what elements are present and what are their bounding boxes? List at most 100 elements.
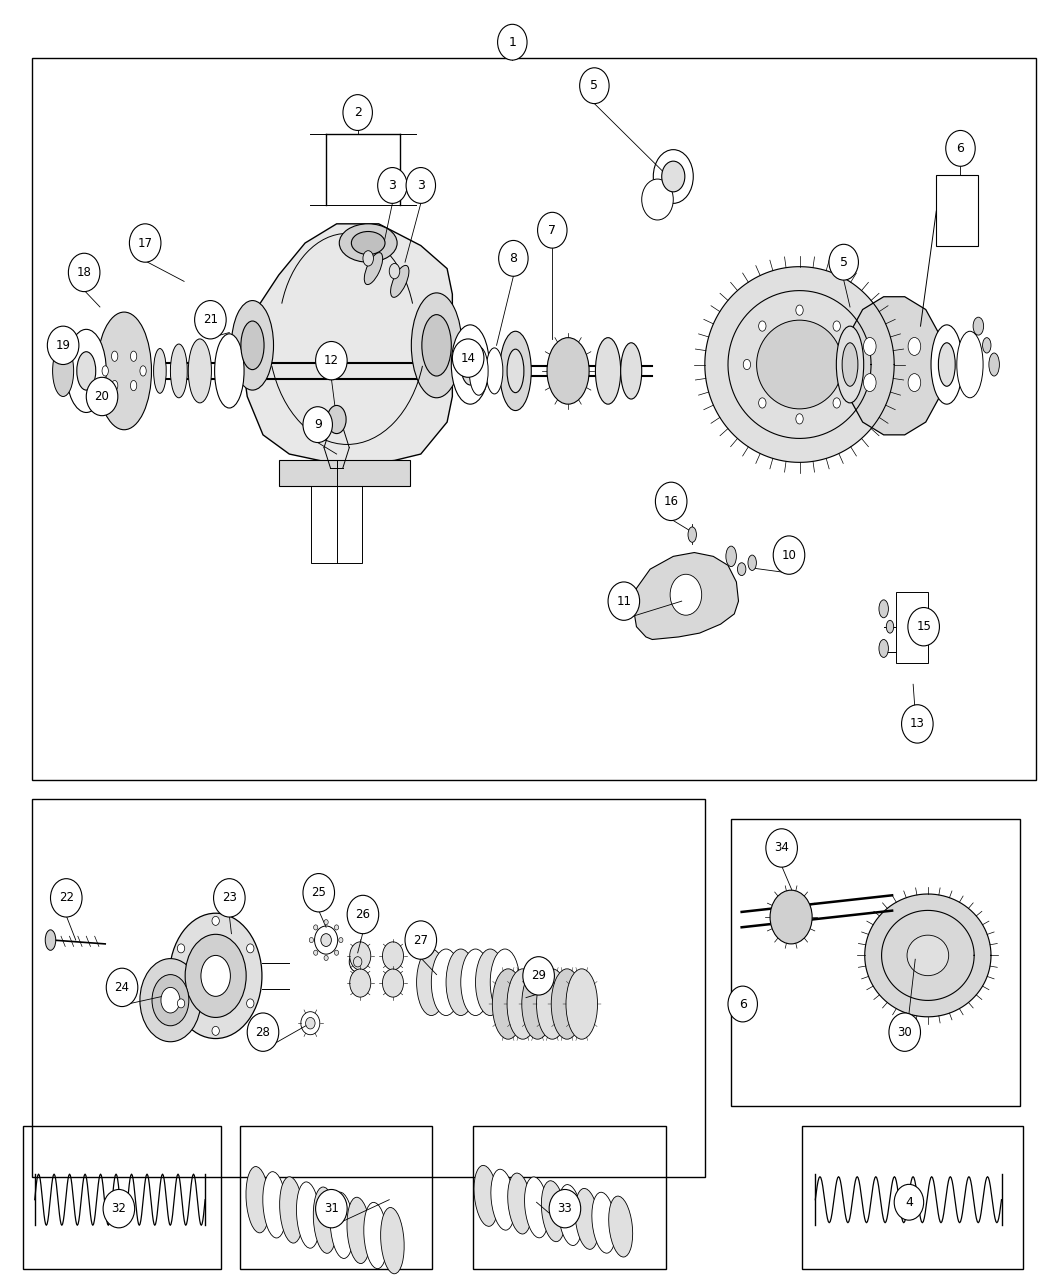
Ellipse shape [353, 957, 362, 967]
Polygon shape [242, 224, 452, 463]
Ellipse shape [642, 179, 673, 220]
Text: 16: 16 [664, 495, 679, 508]
Circle shape [50, 879, 82, 917]
Text: 9: 9 [313, 418, 322, 431]
Ellipse shape [843, 343, 858, 386]
Text: 27: 27 [413, 934, 428, 946]
Text: 18: 18 [77, 266, 92, 279]
Ellipse shape [280, 1177, 303, 1243]
Circle shape [908, 608, 939, 646]
Ellipse shape [241, 321, 264, 370]
Circle shape [303, 407, 332, 443]
Ellipse shape [77, 352, 96, 390]
Ellipse shape [390, 266, 409, 297]
Bar [936, 175, 978, 246]
Ellipse shape [140, 366, 146, 376]
Ellipse shape [335, 950, 339, 955]
Ellipse shape [931, 325, 963, 404]
Ellipse shape [566, 969, 598, 1039]
Ellipse shape [795, 414, 804, 425]
Ellipse shape [476, 949, 505, 1016]
Ellipse shape [653, 150, 693, 203]
Circle shape [343, 95, 372, 130]
Ellipse shape [836, 326, 864, 403]
Ellipse shape [878, 600, 888, 618]
Ellipse shape [490, 949, 520, 1016]
Text: 3: 3 [388, 179, 397, 192]
Ellipse shape [112, 380, 118, 390]
Circle shape [86, 377, 118, 416]
Circle shape [303, 874, 335, 912]
Ellipse shape [201, 955, 230, 996]
Ellipse shape [908, 373, 920, 391]
Text: 33: 33 [558, 1202, 572, 1215]
Text: 6: 6 [956, 142, 965, 155]
Ellipse shape [383, 969, 404, 998]
Polygon shape [279, 460, 410, 486]
Ellipse shape [321, 934, 331, 946]
Ellipse shape [263, 1172, 286, 1238]
Ellipse shape [364, 1202, 387, 1269]
Ellipse shape [446, 949, 476, 1016]
Ellipse shape [507, 349, 524, 393]
Ellipse shape [140, 959, 201, 1041]
Ellipse shape [508, 1173, 531, 1234]
Text: 22: 22 [59, 891, 74, 904]
Ellipse shape [989, 353, 999, 376]
Ellipse shape [324, 920, 328, 925]
Ellipse shape [864, 338, 876, 356]
Circle shape [608, 582, 640, 620]
Ellipse shape [938, 343, 955, 386]
Ellipse shape [324, 955, 328, 961]
Circle shape [378, 168, 407, 203]
Text: 15: 15 [916, 620, 931, 633]
Circle shape [773, 536, 805, 574]
Text: 2: 2 [353, 106, 362, 119]
Ellipse shape [461, 949, 490, 1016]
Text: 34: 34 [774, 842, 789, 854]
Bar [311, 486, 362, 563]
Ellipse shape [327, 405, 346, 434]
Ellipse shape [313, 925, 318, 930]
Text: 11: 11 [616, 595, 631, 608]
Circle shape [902, 705, 933, 743]
Circle shape [829, 244, 858, 280]
Circle shape [47, 326, 79, 365]
Ellipse shape [349, 941, 370, 969]
Bar [240, 1126, 432, 1269]
Circle shape [549, 1189, 581, 1228]
Circle shape [766, 829, 797, 867]
Ellipse shape [908, 338, 920, 356]
Ellipse shape [178, 944, 185, 953]
Circle shape [452, 339, 484, 377]
Ellipse shape [383, 941, 404, 969]
Bar [23, 1126, 221, 1269]
Ellipse shape [688, 527, 696, 542]
Text: 24: 24 [115, 981, 129, 994]
Text: 3: 3 [417, 179, 425, 192]
Text: 5: 5 [590, 79, 599, 92]
Text: 21: 21 [203, 313, 218, 326]
Ellipse shape [743, 359, 751, 370]
Ellipse shape [315, 926, 338, 954]
Ellipse shape [500, 331, 531, 411]
Ellipse shape [97, 312, 151, 430]
Ellipse shape [301, 1012, 320, 1035]
Text: 30: 30 [897, 1026, 912, 1039]
Ellipse shape [595, 338, 621, 404]
Ellipse shape [66, 330, 106, 413]
Ellipse shape [381, 1207, 404, 1274]
Ellipse shape [161, 987, 180, 1013]
Ellipse shape [886, 620, 893, 633]
Circle shape [214, 879, 245, 917]
Ellipse shape [795, 306, 804, 316]
Ellipse shape [112, 352, 118, 362]
Ellipse shape [737, 563, 746, 576]
Text: 31: 31 [324, 1202, 339, 1215]
Circle shape [894, 1184, 924, 1220]
Ellipse shape [609, 1196, 632, 1257]
Ellipse shape [339, 224, 398, 262]
Ellipse shape [339, 938, 343, 943]
Text: 1: 1 [508, 36, 517, 49]
Text: 25: 25 [311, 886, 326, 899]
